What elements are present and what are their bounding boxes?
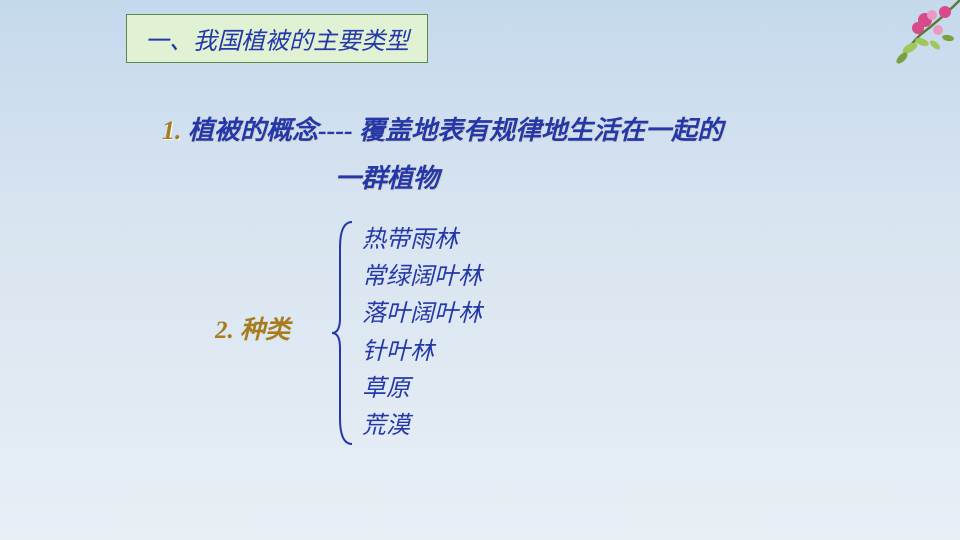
brace-icon [328, 218, 358, 448]
concept-text-line1: 覆盖地表有规律地生活在一起的 [359, 116, 723, 145]
list-item: 落叶阔叶林 [362, 296, 482, 333]
list-item: 热带雨林 [362, 222, 482, 259]
flower-decoration [870, 0, 960, 90]
concept-number: 1. [162, 116, 182, 145]
types-list: 热带雨林 常绿阔叶林 落叶阔叶林 针叶林 草原 荒漠 [362, 222, 482, 445]
title-box: 一、我国植被的主要类型 [126, 14, 428, 63]
list-item: 针叶林 [362, 334, 482, 371]
list-item: 草原 [362, 371, 482, 408]
types-number: 2. [215, 317, 234, 344]
concept-section: 1. 植被的概念---- 覆盖地表有规律地生活在一起的 [162, 110, 723, 147]
list-item: 常绿阔叶林 [362, 259, 482, 296]
concept-label: 植被的概念---- [188, 116, 353, 145]
page-title: 一、我国植被的主要类型 [145, 29, 409, 55]
types-section: 2. 种类 [215, 310, 290, 346]
types-label: 种类 [240, 317, 290, 344]
concept-text-line2: 一群植物 [335, 158, 439, 195]
list-item: 荒漠 [362, 408, 482, 445]
